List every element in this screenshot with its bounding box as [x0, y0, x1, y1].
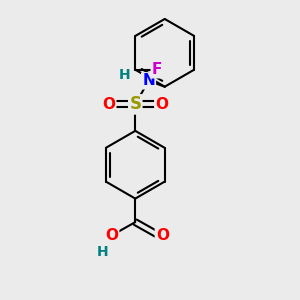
Text: S: S	[129, 95, 141, 113]
Text: O: O	[102, 97, 115, 112]
Text: O: O	[105, 228, 118, 243]
Text: O: O	[156, 228, 169, 243]
Text: F: F	[152, 62, 162, 77]
Text: O: O	[155, 97, 168, 112]
Text: H: H	[119, 68, 131, 82]
Text: H: H	[97, 244, 109, 259]
Text: N: N	[142, 73, 155, 88]
